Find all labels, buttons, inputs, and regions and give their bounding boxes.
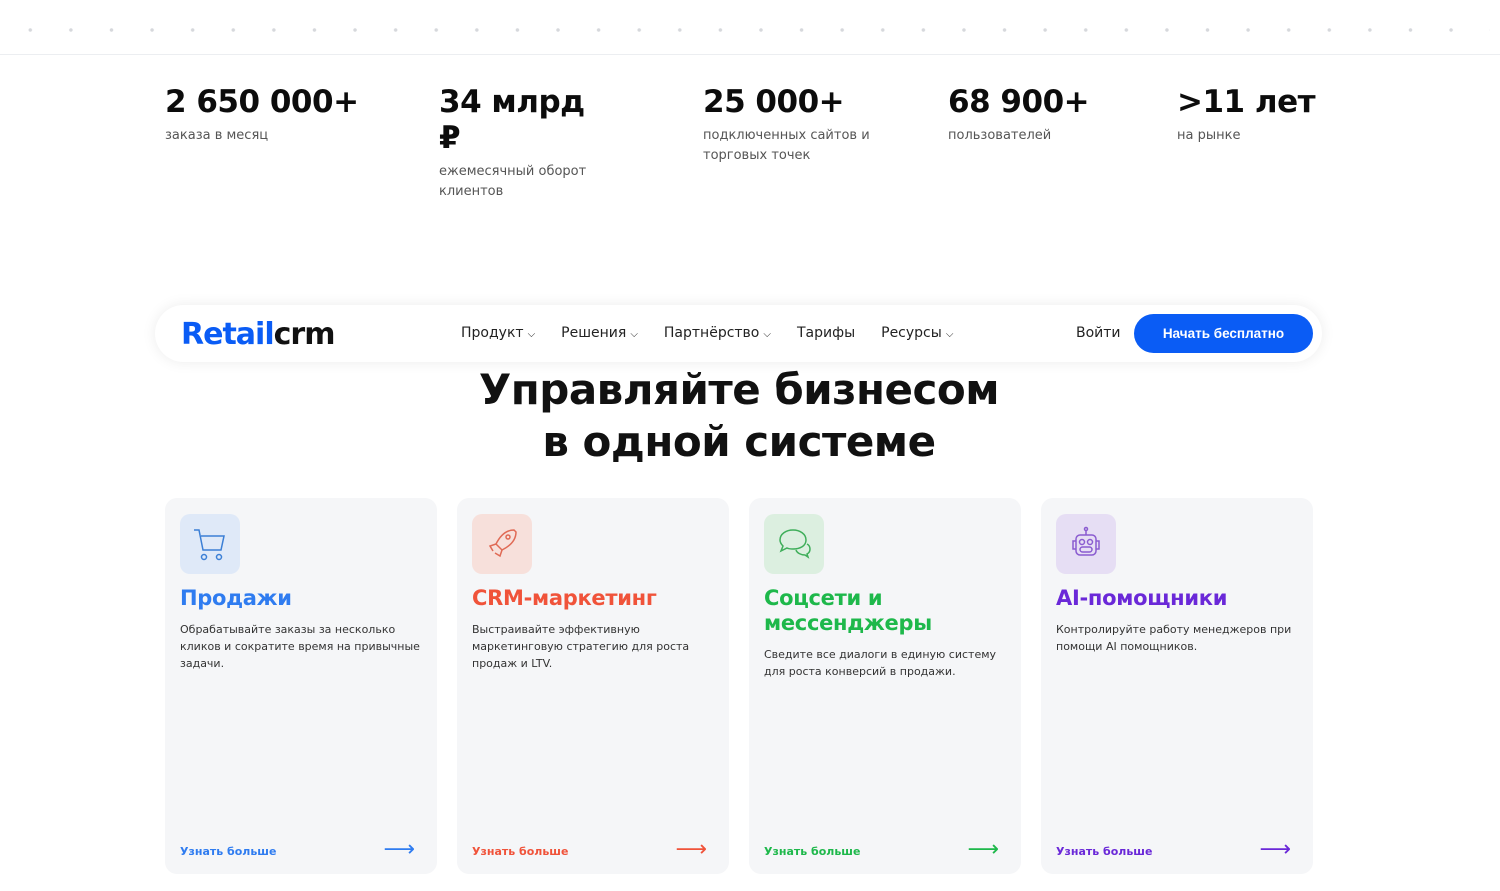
logo[interactable]: Retailcrm xyxy=(181,317,336,352)
menu-label: Партнёрство xyxy=(663,325,760,341)
arrow-right-icon[interactable]: ⟶ xyxy=(675,837,707,862)
arrow-right-icon[interactable]: ⟶ xyxy=(967,837,999,862)
decorative-dots xyxy=(10,28,1490,32)
stat-users: 68 900+ пользователей xyxy=(948,84,1090,146)
arrow-right-icon[interactable]: ⟶ xyxy=(383,837,415,862)
menu-label: Продукт xyxy=(461,325,524,341)
stat-value: >11 лет xyxy=(1177,84,1316,120)
card-title: Соцсети и мессенджеры xyxy=(764,586,932,635)
stat-years: >11 лет на рынке xyxy=(1177,84,1316,146)
stat-value: 25 000+ xyxy=(703,84,845,120)
learn-more-link[interactable]: Узнать больше xyxy=(764,845,861,858)
start-free-button[interactable]: Начать бесплатно xyxy=(1134,314,1313,353)
logo-text-crm: crm xyxy=(273,317,336,352)
chevron-down-icon: ⌵ xyxy=(945,329,954,340)
stat-sites: 25 000+ подключенных сайтов и торговых то… xyxy=(703,84,873,166)
card-ai-assistants[interactable]: AI-помощники Контролируйте работу менедж… xyxy=(1041,498,1313,874)
card-title: AI-помощники xyxy=(1056,586,1228,610)
stat-orders: 2 650 000+ заказа в месяц xyxy=(165,84,359,146)
stat-value: 68 900+ xyxy=(948,84,1090,120)
hero-title: Управляйте бизнесом в одной системе xyxy=(0,364,1478,468)
learn-more-link[interactable]: Узнать больше xyxy=(472,845,569,858)
card-text: Контролируйте работу менеджеров при помо… xyxy=(1056,623,1292,653)
divider xyxy=(0,54,1500,55)
card-text: Выстраивайте эффективную маркетинговую с… xyxy=(472,623,690,670)
learn-more-link[interactable]: Узнать больше xyxy=(180,845,277,858)
stat-value: 34 млрд ₽ xyxy=(439,84,585,156)
menu-item-solutions[interactable]: Решения ⌵ xyxy=(561,325,638,341)
hero-title-line: Управляйте бизнесом xyxy=(478,365,1000,414)
cart-icon xyxy=(180,514,240,574)
stat-turnover: 34 млрд ₽ ежемесячный оборот клиентов xyxy=(439,84,609,202)
robot-icon xyxy=(1056,514,1116,574)
stat-label: подключенных сайтов и торговых точек xyxy=(703,128,870,163)
stat-label: заказа в месяц xyxy=(165,128,269,143)
login-link[interactable]: Войти xyxy=(1076,325,1121,341)
menu-item-pricing[interactable]: Тарифы xyxy=(797,325,855,341)
logo-text-retail: Retail xyxy=(181,317,275,352)
card-text: Обрабатывайте заказы за несколько кликов… xyxy=(180,623,420,670)
card-social-messengers[interactable]: Соцсети и мессенджеры Сведите все диалог… xyxy=(749,498,1021,874)
chat-icon xyxy=(764,514,824,574)
arrow-right-icon[interactable]: ⟶ xyxy=(1259,837,1291,862)
menu-label: Тарифы xyxy=(796,325,856,341)
menu-item-partnership[interactable]: Партнёрство ⌵ xyxy=(664,325,771,341)
card-sales[interactable]: Продажи Обрабатывайте заказы за нескольк… xyxy=(165,498,437,874)
main-menu: Продукт ⌵ Решения ⌵ Партнёрство ⌵ Тарифы Ре… xyxy=(461,325,953,341)
stat-label: ежемесячный оборот клиентов xyxy=(439,164,587,199)
card-text: Сведите все диалоги в единую систему для… xyxy=(764,648,997,678)
stat-value: 2 650 000+ xyxy=(165,84,359,120)
chevron-down-icon: ⌵ xyxy=(630,329,638,340)
card-title: CRM-маркетинг xyxy=(472,586,657,610)
chevron-down-icon: ⌵ xyxy=(527,329,536,340)
menu-label: Решения xyxy=(561,325,627,341)
rocket-icon xyxy=(472,514,532,574)
menu-label: Ресурсы xyxy=(881,325,942,341)
stat-label: пользователей xyxy=(948,128,1052,143)
menu-item-product[interactable]: Продукт ⌵ xyxy=(461,325,535,341)
card-crm-marketing[interactable]: CRM-маркетинг Выстраивайте эффективную м… xyxy=(457,498,729,874)
menu-item-resources[interactable]: Ресурсы ⌵ xyxy=(881,325,953,341)
learn-more-link[interactable]: Узнать больше xyxy=(1056,845,1153,858)
stat-label: на рынке xyxy=(1177,128,1241,143)
hero-title-line: в одной системе xyxy=(542,417,936,466)
chevron-down-icon: ⌵ xyxy=(763,329,771,340)
header-nav: Retailcrm Продукт ⌵ Решения ⌵ Партнёрство ⌵… xyxy=(155,305,1322,362)
card-title: Продажи xyxy=(180,586,292,610)
